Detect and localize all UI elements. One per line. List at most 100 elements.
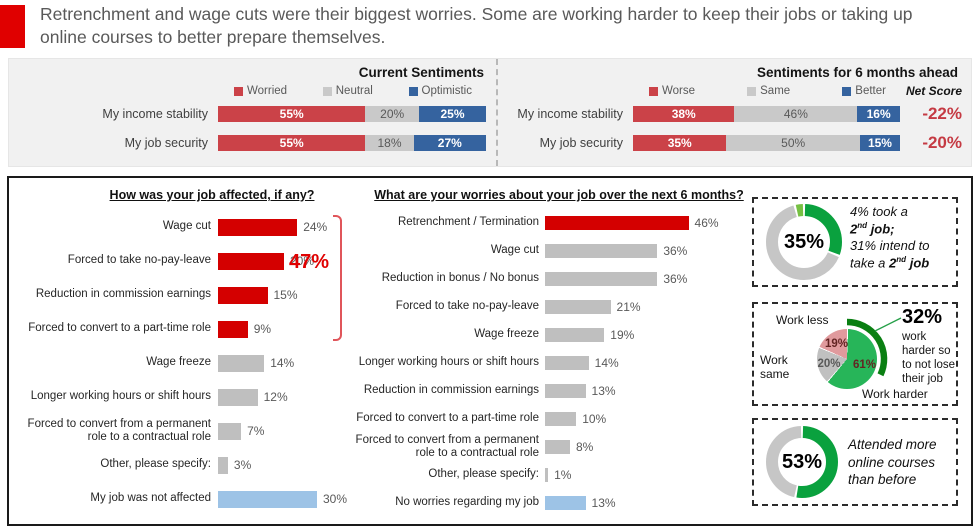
callout-text: work harder so to not lose their job [902, 331, 956, 386]
net-score-value: -22% [922, 104, 962, 123]
pie-slice-value: 20% [817, 357, 841, 370]
stacked-bar: 35% 50% 15% [633, 135, 900, 151]
pie-slice-value: 19% [825, 337, 849, 350]
bar-label: Forced to take no-pay-leave [395, 300, 539, 313]
bar-label: Wage cut [490, 244, 539, 257]
donut-center-label: 35% [783, 230, 825, 253]
bar-row: Wage freeze 19% [355, 321, 763, 349]
bar-segment: 46% [734, 106, 858, 122]
row-label: My job security [124, 136, 208, 150]
caption-text: Attended more [848, 437, 937, 452]
legend-item: Worried [234, 85, 287, 97]
bar-row: Longer working hours or shift hours 14% [355, 349, 763, 377]
stacked-bar: 38% 46% 16% [633, 106, 900, 122]
bar-row: Wage cut 36% [355, 237, 763, 265]
bar-value: 15% [273, 288, 298, 302]
caption-text: job; [867, 221, 895, 237]
stacked-bar: 55% 18% 27% [218, 135, 486, 151]
legend-swatch [842, 86, 852, 96]
legend-label: Better [855, 85, 886, 97]
bar-label: Reduction in bonus / No bonus [381, 272, 539, 285]
legend-item: Worse [649, 85, 695, 97]
caption-text: take a [850, 255, 890, 271]
bar-label: Forced to convert from a permanent role … [27, 417, 211, 443]
legend-item: Optimistic [408, 85, 472, 97]
bar-label: Forced to convert to a part-time role [356, 412, 539, 425]
bar-label: Longer working hours or shift hours [30, 390, 211, 403]
bar-value: 13% [591, 384, 616, 398]
bar-segment: 16% [857, 106, 900, 122]
group-bracket [333, 215, 342, 341]
caption-text: job [906, 255, 930, 271]
bar-label: Other, please specify: [428, 468, 539, 481]
bar-row: Forced to convert to a part-time role 10% [355, 405, 763, 433]
bar-segment: 25% [418, 106, 486, 122]
legend-label: Same [760, 85, 791, 97]
bar [545, 244, 658, 258]
legend-swatch [322, 86, 332, 96]
row-label: My job security [539, 136, 623, 150]
bar [545, 300, 611, 314]
sentiments-panel: Current Sentiments Worried Neutral Optimist… [8, 58, 972, 167]
bar-value: 8% [575, 440, 594, 454]
work-harder-panel: 61% 20% 19% Work harder Work same Work less 32… [752, 302, 958, 406]
bar-row: Retrenchment / Termination 46% [355, 209, 763, 237]
bar-segment: 55% [218, 135, 366, 151]
donut-ring [766, 204, 842, 280]
bar-row: Reduction in bonus / No bonus 36% [355, 265, 763, 293]
stacked-bar-row: My income stability 38% 46% 16% -22% [498, 104, 971, 123]
bar [218, 218, 298, 236]
bar-segment: 18% [365, 135, 414, 151]
caption-text: nd [896, 255, 907, 264]
online-courses-panel: 53% Attended more online courses than befo… [752, 418, 958, 506]
bar-segment: 38% [633, 106, 735, 122]
chart-title: How was your job affected, if any? [109, 188, 315, 202]
chart-title: Sentiments for 6 months ahead [756, 65, 958, 80]
caption-text: than before [848, 472, 917, 488]
bar-segment: 15% [859, 135, 900, 151]
bar-value: 24% [303, 220, 328, 234]
callout-headline: 32% [902, 306, 943, 328]
bar-row: Forced to take no-pay-leave 20% [13, 244, 357, 278]
bar-row: Forced to convert from a permanent role … [13, 414, 357, 448]
bar-label: No worries regarding my job [395, 496, 539, 509]
bar [218, 252, 284, 270]
chart-title: What are your worries about your job ove… [374, 188, 744, 202]
bar-value: 46% [694, 216, 719, 230]
bar-row: Forced to convert to a part-time role 9% [13, 312, 357, 346]
bar-rows: Retrenchment / Termination 46% Wage cut 36%… [355, 209, 763, 517]
legend-item: Better [842, 85, 886, 97]
legend-swatch [747, 86, 757, 96]
chart-legend: Worse Same Better Net Score [498, 83, 971, 99]
bar-segment: 50% [726, 135, 860, 151]
sentiments-6-months-chart: Sentiments for 6 months ahead Worse Same Be… [498, 59, 971, 166]
bar-row: Longer working hours or shift hours 12% [13, 380, 357, 414]
legend-item: Neutral [322, 85, 373, 97]
bar [218, 422, 242, 440]
legend-label: Neutral [335, 85, 373, 97]
bar-segment: 27% [413, 135, 486, 151]
bar-value: 19% [610, 328, 635, 342]
bar-label: Reduction in commission earnings [363, 384, 539, 397]
bar-row: Other, please specify: 3% [13, 448, 357, 482]
bar-value: 12% [263, 390, 288, 404]
stacked-bar-row: My job security 55% 18% 27% [9, 135, 496, 151]
page-title: Retrenchment and wage cuts were their bi… [40, 4, 913, 47]
caption-text: 4% took a [850, 204, 908, 219]
bar-label: Forced to take no-pay-leave [67, 254, 211, 267]
stacked-bar-row: My job security 35% 50% 15% -20% [498, 133, 971, 152]
legend-swatch [649, 86, 658, 96]
pie-slice-label: Work harder [862, 387, 928, 401]
bar-row: Wage freeze 14% [13, 346, 357, 380]
caption-text: nd [857, 220, 868, 230]
bar-label: Longer working hours or shift hours [358, 356, 539, 369]
header-accent-bar [0, 5, 25, 48]
bar-value: 3% [233, 458, 252, 472]
pie-slice-value: 61% [852, 359, 877, 372]
bar-row: Forced to convert from a permanent role … [355, 433, 763, 461]
bar-segment: 55% [218, 106, 366, 122]
bar-segment: 35% [633, 135, 727, 151]
bar-value: 36% [663, 244, 688, 258]
bar-value: 21% [616, 300, 641, 314]
current-sentiments-chart: Current Sentiments Worried Neutral Optimist… [9, 59, 498, 166]
